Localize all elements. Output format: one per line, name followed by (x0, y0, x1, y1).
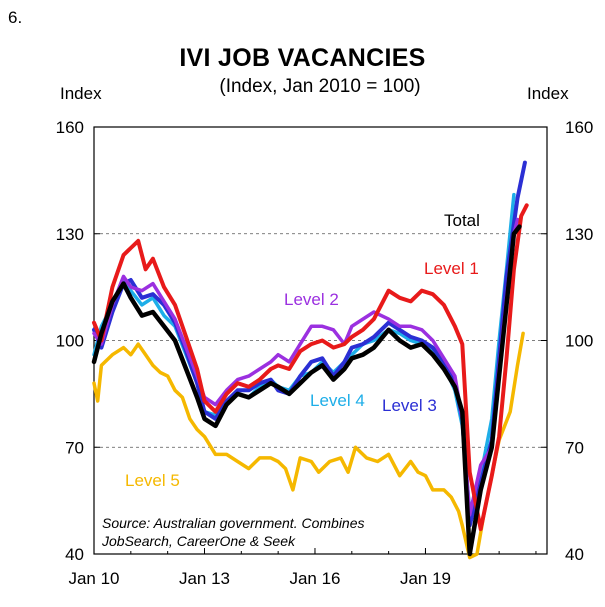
y-tick-label-left: 160 (56, 118, 84, 137)
series-label-level-4: Level 4 (310, 391, 365, 410)
y-tick-label-right: 70 (565, 438, 584, 457)
y-tick-label-left: 130 (56, 225, 84, 244)
series-label-level-2: Level 2 (284, 290, 339, 309)
series-label-level-3: Level 3 (382, 396, 437, 415)
y-axis-unit-left: Index (60, 84, 102, 103)
x-tick-label: Jan 19 (400, 569, 451, 588)
source-note: Source: Australian government. Combines … (102, 514, 365, 550)
series-label-total: Total (444, 211, 480, 230)
y-tick-label-right: 160 (565, 118, 593, 137)
source-line-2: JobSearch, CareerOne & Seek (102, 533, 295, 549)
series-line-level-1 (92, 203, 529, 532)
x-tick-label: Jan 13 (179, 569, 230, 588)
y-tick-label-left: 70 (65, 438, 84, 457)
x-tick-label: Jan 10 (68, 569, 119, 588)
source-line-1: Source: Australian government. Combines (102, 515, 365, 531)
page-number: 6. (8, 8, 23, 27)
chart-title: IVI JOB VACANCIES (179, 44, 426, 72)
x-tick-label: Jan 16 (289, 569, 340, 588)
y-axis-unit-right: Index (527, 84, 569, 103)
series-line-total (91, 224, 522, 557)
y-tick-label-left: 100 (56, 332, 84, 351)
y-tick-label-right: 100 (565, 332, 593, 351)
series-label-level-1: Level 1 (424, 259, 479, 278)
y-tick-label-right: 130 (565, 225, 593, 244)
series-line-level-4 (92, 192, 516, 514)
series-line-level-5 (92, 331, 525, 560)
series-label-level-5: Level 5 (125, 471, 180, 490)
y-tick-label-left: 40 (65, 545, 84, 564)
y-tick-label-right: 40 (565, 545, 584, 564)
chart-subtitle: (Index, Jan 2010 = 100) (219, 76, 421, 97)
